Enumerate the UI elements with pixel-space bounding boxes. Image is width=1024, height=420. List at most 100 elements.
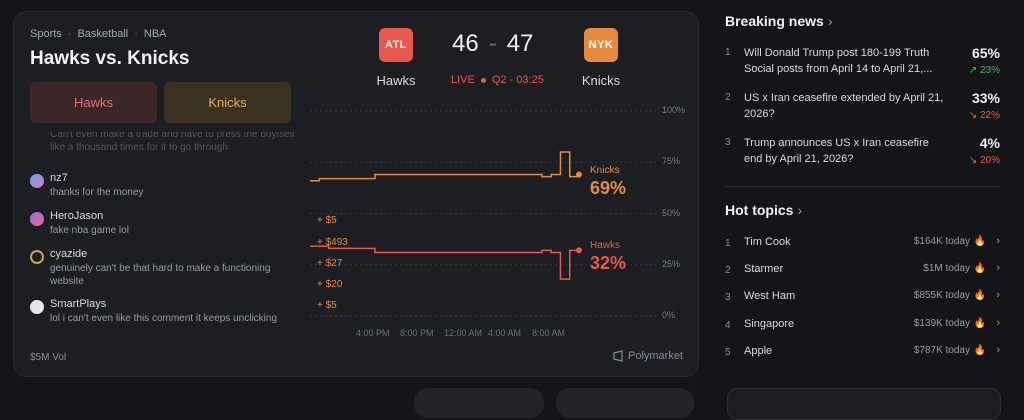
comment-text: genuinely can't be that hard to make a f… [50, 263, 271, 287]
topic-name: West Ham [744, 290, 796, 302]
comment-author[interactable]: cyazide [50, 248, 88, 260]
hot-topic-item[interactable]: 2 Starmer $1M today 🔥 › [725, 262, 1000, 279]
x-tick-label: 12:00 AM [444, 328, 483, 338]
comment-author[interactable]: nz7 [50, 172, 68, 184]
y-tick-label: 50% [662, 207, 681, 218]
breadcrumb-nba[interactable]: NBA [143, 28, 167, 40]
knicks-buy-button[interactable]: Knicks [164, 82, 291, 123]
home-team-name: Hawks [376, 73, 416, 88]
x-tick-label: 4:00 AM [488, 328, 522, 338]
knicks-current-pct: 69% [590, 178, 627, 198]
home-score: 46 [452, 30, 479, 57]
live-status: LIVE Q2 - 03:25 [451, 74, 544, 86]
volume-label: $5M Vol [30, 352, 67, 363]
live-label: LIVE [451, 74, 475, 86]
brand-name: Polymarket [628, 350, 684, 362]
trade-label: + $5 [317, 300, 337, 311]
topic-rank: 2 [725, 265, 731, 276]
fire-icon: 🔥 [973, 290, 986, 301]
news-question: Will Donald Trump post 180-199 Truth Soc… [744, 47, 933, 75]
hot-topics-title: Hot topics [725, 202, 794, 218]
price-chart[interactable] [14, 12, 700, 378]
hawks-series-label: Hawks [590, 240, 621, 251]
hot-topic-item[interactable]: 1 Tim Cook $164K today 🔥 › [725, 235, 1000, 252]
topic-rank: 1 [725, 238, 731, 249]
topic-name: Singapore [744, 318, 795, 330]
topic-name: Tim Cook [744, 236, 791, 248]
breaking-news-header[interactable]: Breaking news › [725, 13, 833, 29]
news-question: Trump announces US x Iran ceasefire end … [744, 137, 929, 165]
comment-item: Can't even make a trade and have to pres… [30, 132, 298, 154]
breadcrumb-sports[interactable]: Sports [30, 28, 62, 40]
market-title: Hawks vs. Knicks [30, 48, 190, 69]
chevron-right-icon: › [996, 344, 1000, 356]
hot-topic-item[interactable]: 4 Singapore $139K today 🔥 › [725, 317, 1000, 334]
avatar[interactable] [30, 174, 44, 188]
hawks-current-point [576, 247, 582, 254]
polymarket-logo-icon [613, 350, 623, 362]
x-tick-label: 8:00 AM [532, 328, 566, 338]
breadcrumb-basketball[interactable]: Basketball [77, 28, 129, 40]
hot-topic-item[interactable]: 5 Apple $787K today 🔥 › [725, 344, 1000, 361]
avatar[interactable] [30, 212, 44, 226]
topic-name: Apple [744, 345, 773, 357]
knicks-series-label: Knicks [590, 165, 620, 176]
knicks-current-point [576, 171, 582, 178]
breadcrumb: Sports · Basketball · NBA [30, 28, 167, 40]
home-team[interactable]: ATL Hawks [371, 28, 421, 88]
topic-volume: $164K today [913, 236, 970, 247]
comments-feed[interactable]: Can't even make a trade and have to pres… [30, 132, 300, 332]
news-rank: 2 [725, 92, 731, 103]
hot-topics-header[interactable]: Hot topics › [725, 202, 802, 218]
news-change: ↘ 22% [968, 110, 1000, 121]
chevron-right-icon: › [827, 13, 833, 29]
y-tick-label: 75% [662, 156, 681, 167]
breadcrumb-separator: · [134, 28, 138, 40]
chevron-right-icon: › [996, 262, 1000, 274]
x-tick-label: 4:00 PM [356, 328, 390, 338]
chevron-right-icon: › [996, 235, 1000, 247]
topic-rank: 3 [725, 292, 731, 303]
atl-logo: ATL [379, 28, 413, 62]
hot-topic-item[interactable]: 3 West Ham $855K today 🔥 › [725, 289, 1000, 306]
polymarket-brand[interactable]: Polymarket [612, 350, 683, 362]
avatar[interactable] [30, 250, 44, 264]
topic-name: Starmer [744, 263, 784, 275]
y-tick-label: 100% [662, 105, 686, 115]
game-clock: Q2 - 03:25 [491, 74, 544, 86]
trade-label: + $5 [317, 215, 337, 226]
breaking-news-title: Breaking news [725, 13, 824, 29]
away-team-name: Knicks [581, 73, 621, 88]
y-tick-label: 25% [662, 258, 681, 269]
topic-volume: $855K today [913, 290, 970, 301]
comment-text: lol i can't even like this comment it ke… [50, 313, 278, 324]
y-tick-label: 0% [662, 310, 676, 320]
score-dash: - [488, 30, 497, 57]
comment-author[interactable]: SmartPlays [50, 298, 107, 310]
news-rank: 1 [725, 47, 731, 58]
comment-item: nz7 thanks for the money [30, 172, 298, 199]
fire-icon: 🔥 [973, 318, 986, 329]
hawks-buy-button[interactable]: Hawks [30, 82, 157, 123]
bottom-pill-button[interactable] [556, 388, 694, 418]
news-change: ↗ 23% [968, 65, 1000, 76]
topic-rank: 4 [725, 320, 731, 331]
comment-author[interactable]: HeroJason [50, 210, 104, 222]
x-tick-label: 8:00 PM [400, 328, 434, 338]
away-team[interactable]: NYK Knicks [576, 28, 626, 88]
scoreboard: 46 - 47 [452, 30, 533, 58]
trade-label: + $493 [317, 237, 348, 248]
bottom-card [727, 388, 1001, 420]
comment-item: HeroJason fake nba game lol [30, 210, 298, 237]
trade-label: + $20 [317, 279, 343, 290]
trade-label: + $27 [317, 258, 343, 269]
bottom-pill-button[interactable] [414, 388, 544, 418]
comment-item: SmartPlays lol i can't even like this co… [30, 298, 298, 325]
hawks-current-pct: 32% [590, 253, 627, 273]
live-dot [480, 77, 486, 83]
news-pct: 33% [971, 90, 1000, 106]
news-pct: 4% [979, 135, 1000, 151]
topic-rank: 5 [725, 347, 731, 358]
avatar[interactable] [30, 300, 44, 314]
topic-volume: $139K today [913, 318, 970, 329]
